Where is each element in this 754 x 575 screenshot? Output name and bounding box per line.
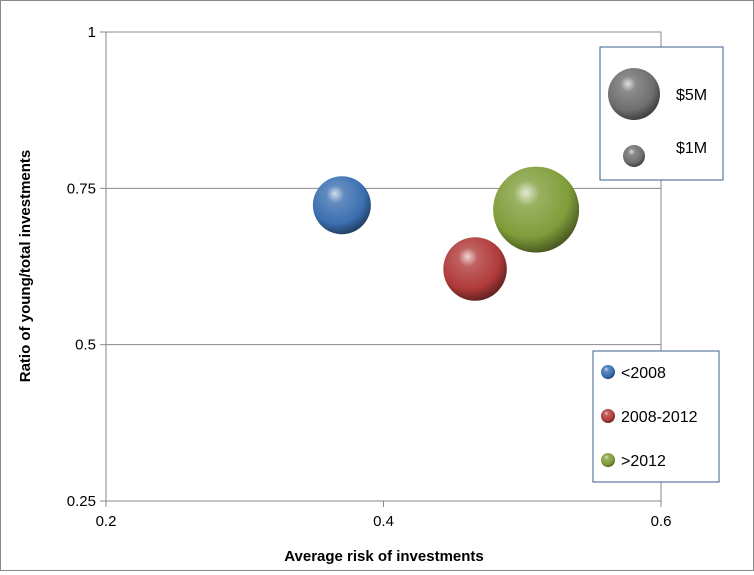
legend-label: 2008-2012 bbox=[621, 409, 698, 426]
legend-marker bbox=[601, 409, 615, 423]
legend-label: >2012 bbox=[621, 453, 666, 470]
size-legend-label: $1M bbox=[676, 140, 707, 157]
bubble-pre-2008 bbox=[312, 176, 371, 235]
size-legend: $5M $1M bbox=[599, 46, 724, 181]
x-tick-label: 0.4 bbox=[373, 513, 394, 530]
y-tick-label: 1 bbox=[88, 24, 96, 41]
bubble-2008-2012 bbox=[443, 237, 507, 301]
bubbles bbox=[312, 166, 580, 301]
legend-marker bbox=[601, 453, 615, 467]
legend-label: <2008 bbox=[621, 365, 666, 382]
size-legend-label: $5M bbox=[676, 87, 707, 104]
y-axis-title: Ratio of young/total investments bbox=[17, 150, 34, 383]
y-tick-label: 0.5 bbox=[75, 337, 96, 354]
x-tick-label: 0.6 bbox=[651, 513, 672, 530]
plot-area bbox=[105, 31, 662, 502]
x-tick-label: 0.2 bbox=[96, 513, 117, 530]
bubble-post-2012 bbox=[493, 166, 580, 253]
size-legend-bubble bbox=[623, 145, 645, 167]
y-tick-label: 0.25 bbox=[67, 493, 96, 510]
y-tick-label: 0.75 bbox=[67, 180, 96, 197]
x-axis-title: Average risk of investments bbox=[284, 548, 484, 565]
size-legend-bubble bbox=[608, 68, 660, 120]
legend-marker bbox=[601, 365, 615, 379]
series-legend: <2008 2008-2012 >2012 bbox=[592, 350, 720, 483]
tick-labels: 0.25 0.5 0.75 1 0.2 0.4 0.6 bbox=[67, 24, 672, 530]
